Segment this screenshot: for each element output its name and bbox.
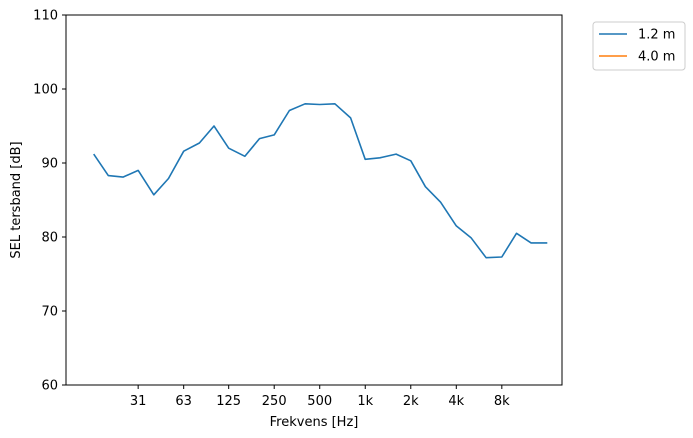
axes-layer [65,14,563,386]
y-tick-label: 110 [33,9,58,24]
legend-label: 1.2 m [638,28,675,43]
plot-frame [65,14,563,386]
x-tick-label: 8k [494,394,510,409]
x-axis-label: Frekvens [Hz] [270,415,359,430]
legend-items: 1.2 m 4.0 m [599,28,675,65]
x-tick-label: 500 [307,394,332,409]
x-tick-label: 2k [403,394,419,409]
y-tick-label: 70 [41,305,58,320]
y-tick-label: 100 [33,83,58,98]
x-tick-label: 63 [175,394,192,409]
plot-area [66,15,562,385]
x-ticks: 31 63 125 250 500 1k 2k 4k 8k [130,385,510,409]
legend[interactable]: 1.2 m 4.0 m [592,21,686,71]
y-tick-label: 80 [41,231,58,246]
x-tick-label: 4k [448,394,464,409]
x-tick-label: 31 [130,394,147,409]
x-tick-label: 250 [262,394,287,409]
y-tick-label: 90 [41,157,58,172]
x-tick-label: 125 [216,394,241,409]
series-layer [93,103,548,259]
y-tick-label: 60 [41,379,58,394]
legend-label: 4.0 m [638,50,675,65]
y-ticks: 60 70 80 90 100 110 [33,9,66,394]
y-axis-label: SEL tersband [dB] [9,141,24,258]
x-tick-label: 1k [357,394,373,409]
